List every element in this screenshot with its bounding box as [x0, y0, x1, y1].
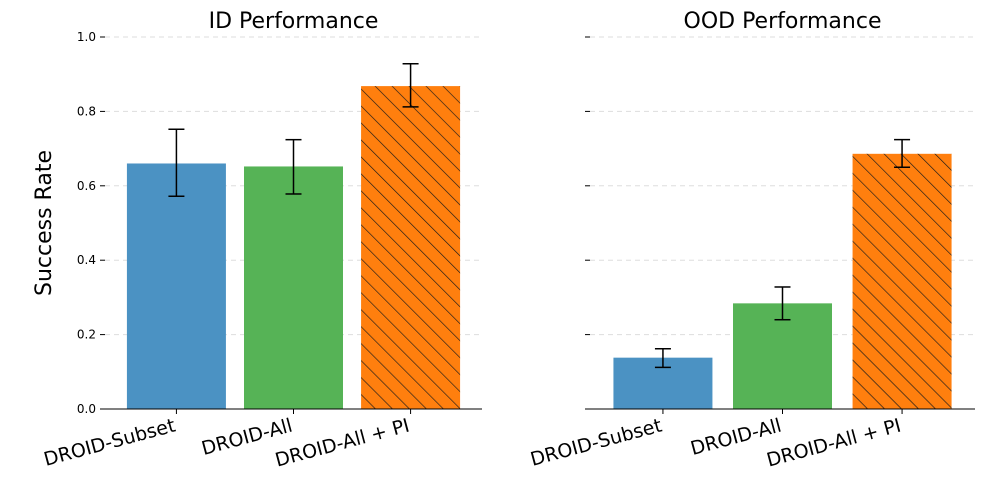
y-axis-label: Success Rate: [32, 150, 57, 296]
x-tick-label: DROID-Subset: [42, 415, 178, 471]
y-tick-label: 0.0: [77, 402, 96, 416]
y-tick-label: 0.2: [77, 328, 96, 342]
y-tick-label: 0.4: [77, 253, 96, 267]
y-tick-label: 1.0: [77, 30, 96, 44]
bar-hatch-3: [852, 153, 952, 409]
x-tick-label: DROID-All + PI: [764, 415, 903, 472]
bar-hatch-3: [361, 86, 461, 409]
chart-title: ID Performance: [209, 9, 379, 34]
bar-2: [733, 303, 832, 409]
x-tick-label: DROID-Subset: [528, 415, 664, 471]
chart-title: OOD Performance: [684, 9, 882, 34]
bar-1: [126, 163, 226, 409]
y-tick-label: 0.6: [77, 179, 96, 193]
bar-2: [244, 166, 343, 409]
y-tick-label: 0.8: [77, 104, 96, 118]
x-tick-label: DROID-All + PI: [273, 415, 412, 472]
